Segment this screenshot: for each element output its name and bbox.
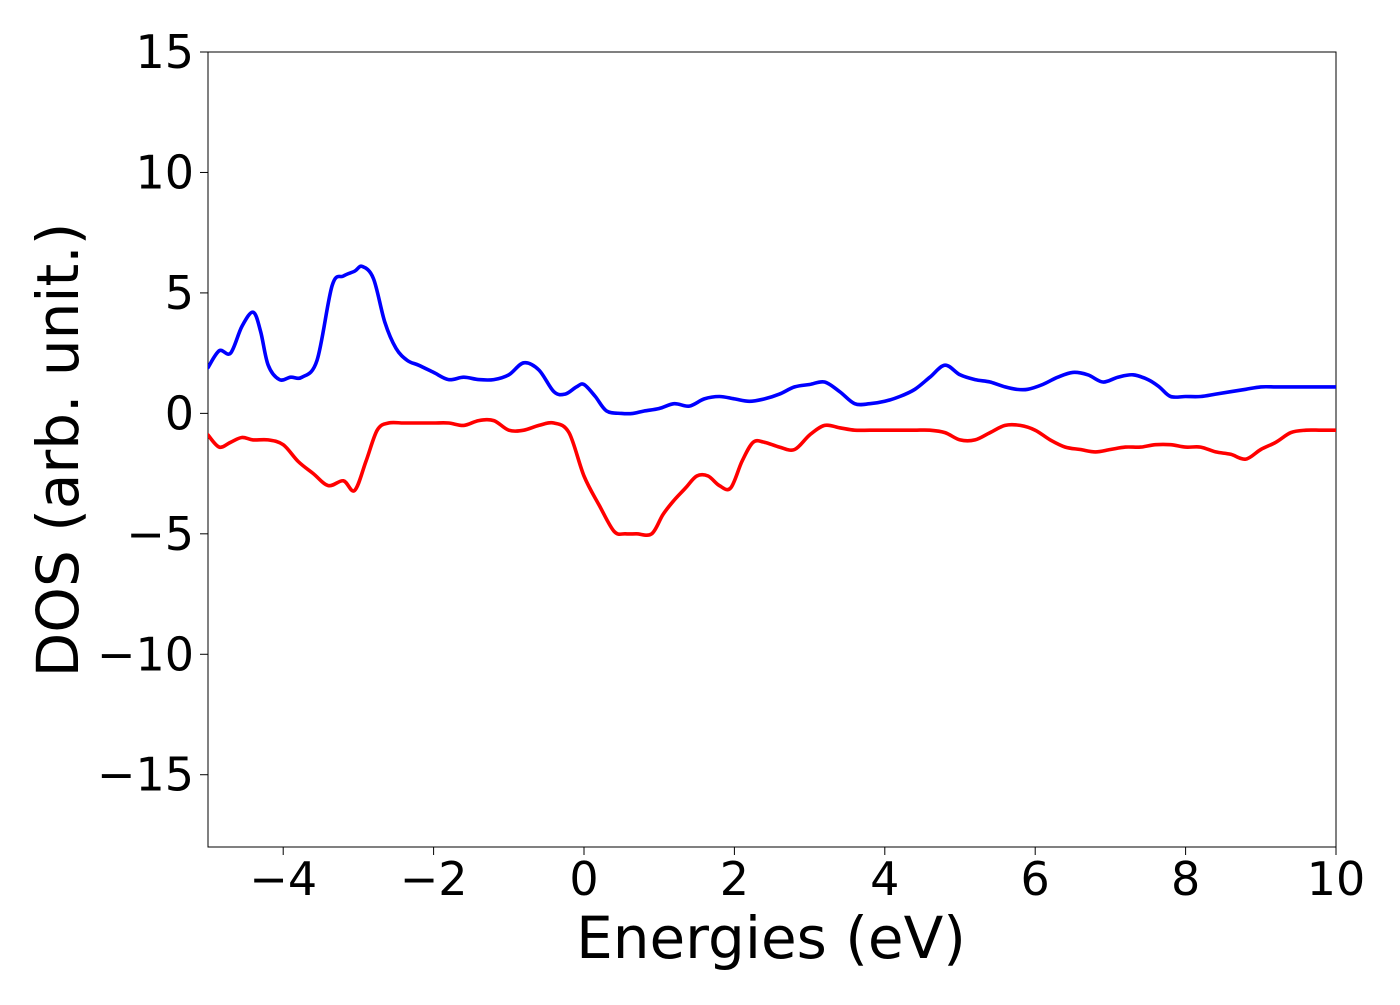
y-tick-label: 10 — [135, 145, 194, 199]
x-tick-label: 8 — [1171, 852, 1200, 906]
x-tick-label: −2 — [400, 852, 468, 906]
x-tick-label: −4 — [249, 852, 317, 906]
y-tick-label: −5 — [126, 507, 194, 561]
y-tick-label: −15 — [97, 748, 194, 802]
y-axis-label: DOS (arb. unit.) — [24, 223, 92, 678]
x-tick-label: 6 — [1021, 852, 1050, 906]
axes-frame — [207, 51, 1337, 848]
y-tick-label: −10 — [97, 627, 194, 681]
x-tick-label: 2 — [720, 852, 749, 906]
ticks-layer: −4 −2 0 2 4 6 8 10 15 10 5 0 −5 −10 −15 — [97, 25, 1365, 906]
x-tick-label: 10 — [1307, 852, 1366, 906]
y-tick-label: 0 — [165, 386, 194, 440]
series-line-spin-down — [208, 417, 1336, 538]
x-tick-label: 4 — [870, 852, 899, 906]
series-layer — [208, 264, 1336, 538]
series-line-spin-up — [208, 264, 1336, 416]
x-axis-label: Energies (eV) — [576, 904, 966, 972]
x-tick-label: 0 — [569, 852, 598, 906]
plot-area — [207, 51, 1337, 848]
y-tick-label: 15 — [135, 25, 194, 79]
y-tick-label: 5 — [165, 266, 194, 320]
